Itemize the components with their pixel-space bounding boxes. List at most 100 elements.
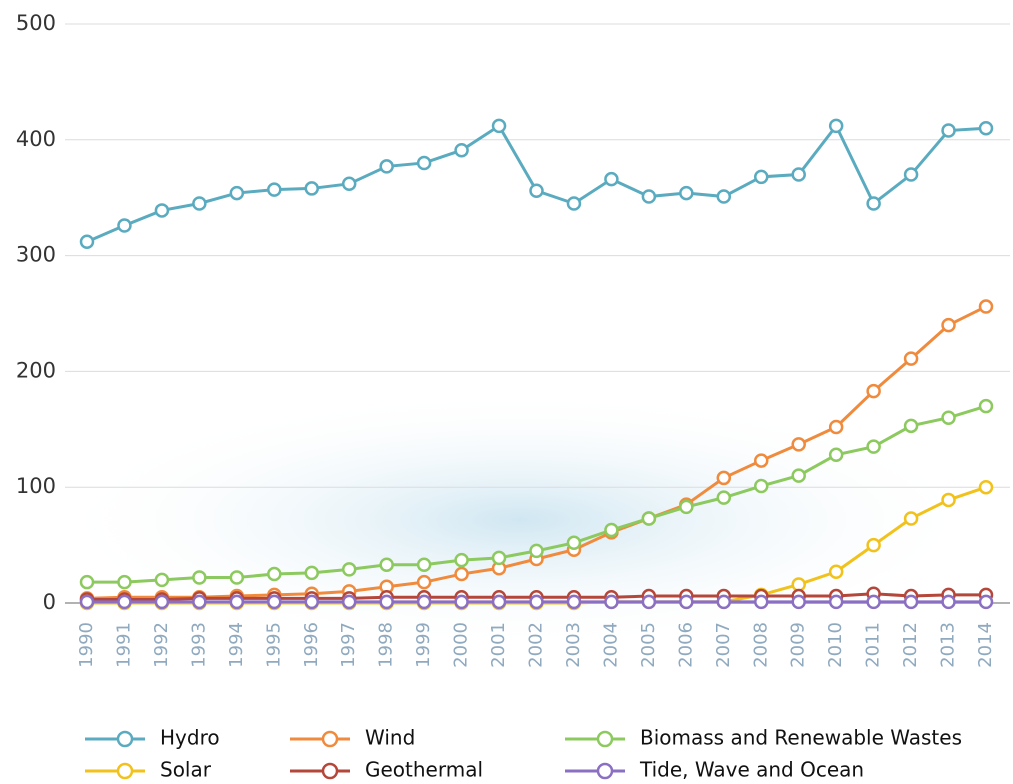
x-tick-label: 2002: [526, 622, 547, 668]
point-marker: [754, 453, 769, 468]
point-marker: [454, 142, 469, 158]
point-marker: [754, 478, 769, 494]
x-tick-label: 2008: [750, 622, 771, 668]
point-marker: [978, 299, 994, 314]
point-marker: [791, 594, 806, 610]
point-marker: [192, 594, 207, 610]
point-marker: [79, 594, 95, 610]
point-marker: [491, 550, 507, 566]
point-marker: [978, 479, 994, 495]
point-marker: [866, 594, 881, 610]
point-marker: [192, 196, 207, 211]
point-marker: [416, 594, 432, 610]
legend-label: Solar: [160, 758, 212, 782]
point-marker: [79, 574, 95, 590]
x-tick-label: 1991: [113, 622, 134, 668]
point-marker: [754, 169, 769, 185]
x-tick-label: 2000: [451, 622, 472, 668]
point-marker: [192, 570, 207, 585]
point-marker: [716, 189, 732, 204]
x-tick-label: 1996: [301, 622, 322, 668]
point-marker: [679, 185, 694, 201]
point-marker: [379, 594, 394, 610]
point-marker: [341, 562, 357, 577]
x-tick-label: 2010: [825, 622, 846, 668]
y-tick-label: 300: [16, 243, 56, 267]
point-marker: [641, 511, 657, 526]
point-marker: [791, 577, 806, 592]
point-marker: [716, 490, 732, 505]
point-marker: [604, 594, 619, 610]
point-marker: [941, 317, 956, 333]
y-tick-label: 500: [16, 11, 56, 35]
point-marker: [791, 167, 806, 182]
point-marker: [304, 181, 319, 196]
point-marker: [978, 120, 994, 136]
y-tick-label: 0: [43, 590, 56, 614]
x-tick-label: 2009: [788, 622, 809, 668]
point-marker: [941, 123, 956, 138]
point-marker: [978, 398, 994, 414]
point-marker: [791, 437, 806, 452]
point-marker: [154, 572, 170, 588]
x-tick-label: 2001: [488, 622, 509, 668]
point-marker: [341, 176, 357, 192]
x-tick-label: 2004: [600, 622, 621, 668]
legend-label: Wind: [365, 726, 415, 750]
x-tick-label: 1999: [413, 622, 434, 668]
y-tick-label: 100: [16, 474, 56, 498]
point-marker: [529, 543, 544, 559]
point-marker: [79, 234, 95, 249]
point-marker: [454, 594, 469, 610]
point-marker: [267, 566, 282, 582]
point-marker: [304, 594, 319, 610]
point-marker: [566, 594, 582, 610]
point-marker: [566, 196, 582, 211]
point-marker: [941, 594, 956, 610]
point-marker: [529, 183, 544, 199]
point-marker: [529, 594, 544, 610]
y-tick-label: 200: [16, 358, 56, 382]
point-marker: [791, 468, 806, 483]
point-marker: [903, 167, 919, 182]
point-marker: [866, 196, 881, 211]
x-tick-label: 2014: [975, 622, 996, 668]
x-tick-label: 1993: [188, 622, 209, 668]
point-marker: [454, 566, 469, 582]
point-marker: [229, 594, 245, 610]
point-marker: [866, 537, 881, 553]
x-tick-label: 1994: [226, 622, 247, 668]
point-marker: [866, 439, 881, 454]
point-marker: [903, 418, 919, 434]
x-tick-label: 2012: [900, 622, 921, 668]
point-marker: [416, 557, 432, 573]
legend-label: Hydro: [160, 726, 220, 750]
legend-label: Geothermal: [365, 758, 483, 782]
point-marker: [754, 594, 769, 610]
x-tick-label: 2005: [638, 622, 659, 668]
x-tick-label: 1997: [338, 622, 359, 668]
legend-marker: [116, 730, 134, 748]
point-marker: [304, 565, 319, 581]
point-marker: [641, 189, 657, 204]
point-marker: [379, 159, 394, 174]
x-tick-label: 1992: [151, 622, 172, 668]
point-marker: [679, 594, 694, 610]
point-marker: [229, 185, 245, 201]
point-marker: [604, 171, 619, 187]
x-tick-label: 2007: [713, 622, 734, 668]
x-tick-label: 1990: [76, 622, 97, 668]
point-marker: [679, 499, 694, 515]
x-tick-label: 2003: [563, 622, 584, 668]
legend-label: Biomass and Renewable Wastes: [640, 726, 962, 750]
point-marker: [117, 218, 132, 233]
point-marker: [379, 557, 394, 573]
point-marker: [716, 470, 732, 486]
point-marker: [903, 511, 919, 526]
point-marker: [941, 410, 956, 425]
point-marker: [828, 564, 844, 579]
point-marker: [229, 570, 245, 585]
x-tick-label: 1998: [376, 622, 397, 668]
point-marker: [416, 574, 432, 590]
